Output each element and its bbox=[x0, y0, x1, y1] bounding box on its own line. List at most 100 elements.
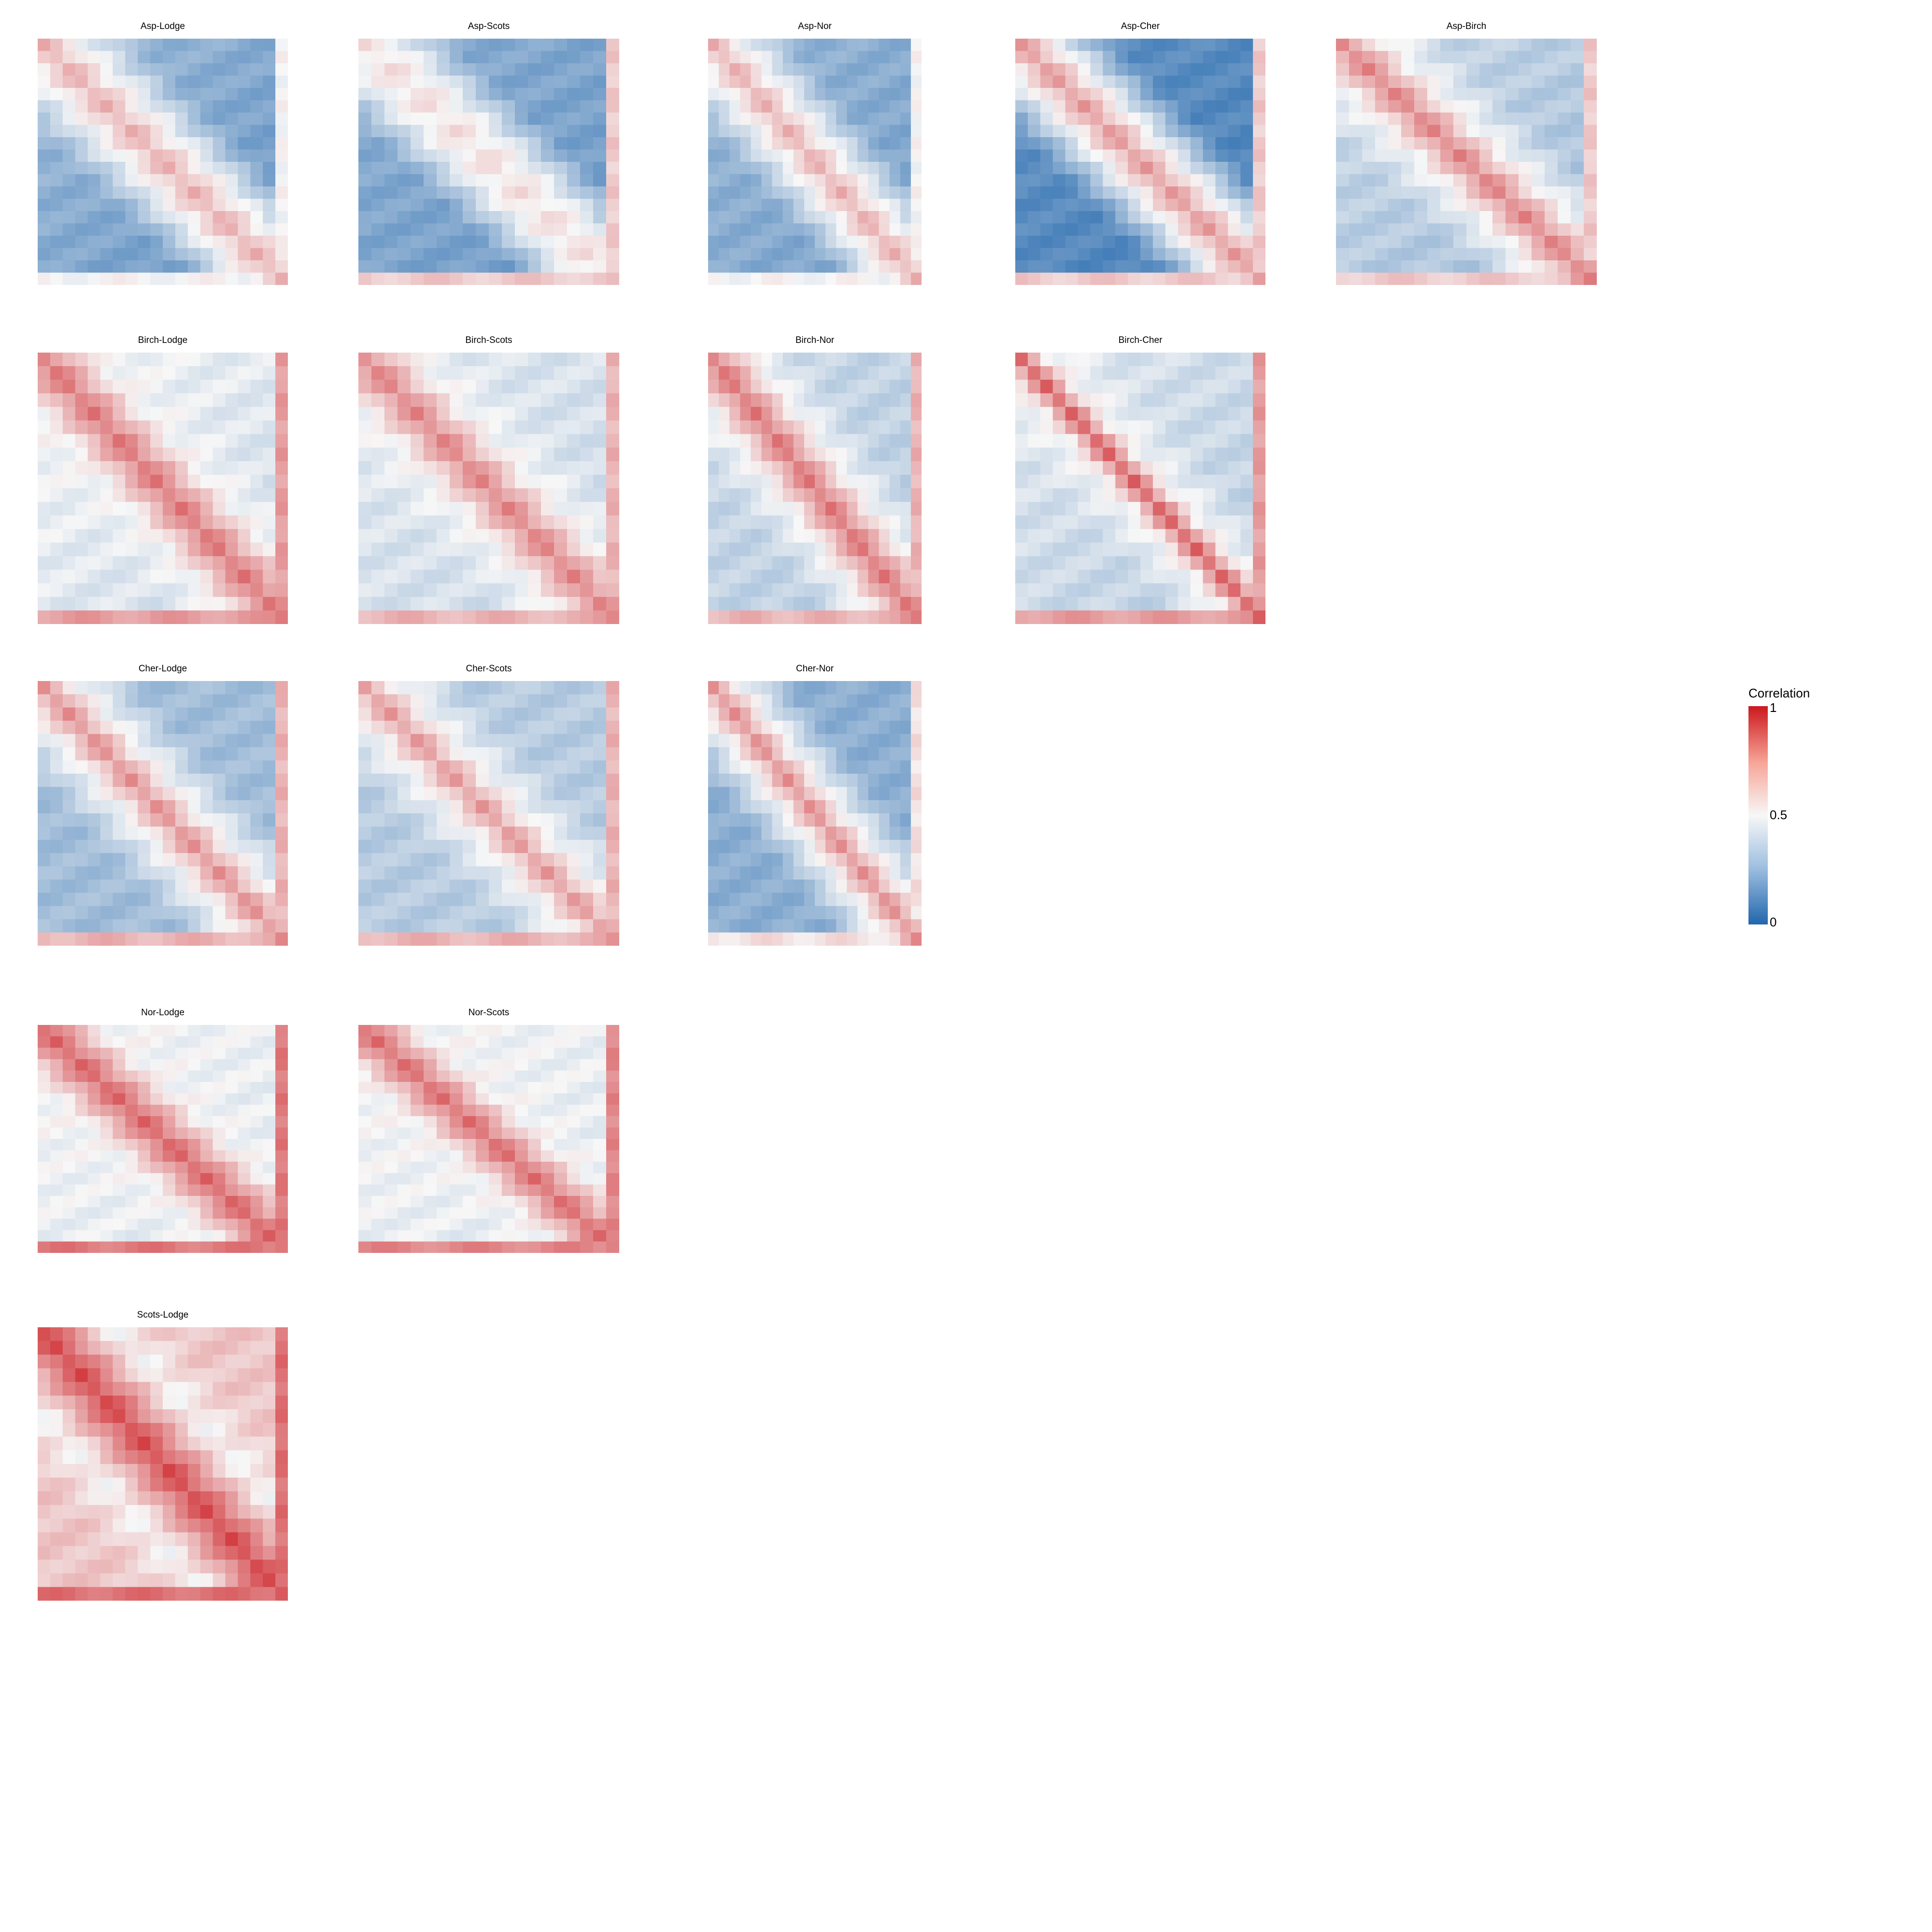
heatmap-cell bbox=[358, 236, 372, 249]
heatmap-cell bbox=[1203, 434, 1216, 448]
heatmap-cell bbox=[163, 681, 176, 695]
heatmap-cell bbox=[1336, 63, 1350, 76]
heatmap-cell bbox=[250, 1025, 263, 1037]
heatmap-cell bbox=[900, 272, 911, 285]
heatmap-cell bbox=[1492, 236, 1506, 249]
heatmap-cell bbox=[1015, 174, 1028, 187]
heatmap-cell bbox=[163, 63, 176, 76]
heatmap-cell bbox=[515, 826, 528, 840]
heatmap-cell bbox=[411, 734, 424, 748]
heatmap-cell bbox=[1078, 260, 1091, 273]
heatmap-cell bbox=[815, 149, 826, 162]
heatmap-cell bbox=[125, 760, 138, 774]
heatmap-cell bbox=[1240, 149, 1253, 162]
heatmap-cell bbox=[175, 474, 188, 489]
heatmap-cell bbox=[398, 488, 411, 502]
heatmap-cell bbox=[358, 75, 372, 88]
heatmap-cell bbox=[1027, 393, 1041, 407]
heatmap-cell bbox=[541, 694, 554, 708]
heatmap-cell bbox=[175, 407, 188, 421]
heatmap-cell bbox=[150, 137, 163, 150]
heatmap-cell bbox=[1414, 149, 1428, 162]
heatmap-cell bbox=[150, 583, 163, 597]
heatmap-cell bbox=[175, 353, 188, 367]
heatmap-cell bbox=[593, 434, 607, 448]
heatmap-cell bbox=[138, 760, 151, 774]
heatmap-cell bbox=[150, 88, 163, 101]
heatmap-cell bbox=[554, 149, 568, 162]
heatmap-cell bbox=[411, 461, 424, 475]
heatmap-cell bbox=[804, 583, 815, 597]
heatmap-cell bbox=[1078, 75, 1091, 88]
heatmap-cell bbox=[593, 583, 607, 597]
heatmap-cell bbox=[175, 694, 188, 708]
heatmap-cell bbox=[593, 787, 607, 801]
heatmap-cell bbox=[782, 773, 794, 787]
heatmap-cell bbox=[163, 597, 176, 611]
heatmap-cell bbox=[371, 707, 385, 721]
heatmap-cell bbox=[50, 137, 63, 150]
heatmap-cell bbox=[113, 393, 126, 407]
heatmap-cell bbox=[238, 380, 251, 394]
heatmap-cell bbox=[847, 583, 858, 597]
heatmap-cell bbox=[1253, 186, 1265, 199]
heatmap-cell bbox=[1440, 149, 1454, 162]
heatmap-cell bbox=[804, 853, 815, 867]
heatmap-cell bbox=[836, 583, 847, 597]
heatmap-cell bbox=[889, 542, 901, 557]
heatmap-cell bbox=[1532, 39, 1545, 52]
heatmap-cell bbox=[1015, 51, 1028, 64]
heatmap-cell bbox=[38, 461, 51, 475]
heatmap-cell bbox=[1571, 88, 1584, 101]
heatmap-cell bbox=[450, 113, 463, 126]
heatmap-cell bbox=[225, 1059, 238, 1071]
heatmap-cell bbox=[1165, 248, 1179, 261]
heatmap-cell bbox=[1453, 186, 1467, 199]
heatmap-cell bbox=[868, 583, 880, 597]
heatmap-cell bbox=[1128, 610, 1141, 624]
heatmap-cell bbox=[910, 760, 922, 774]
heatmap-cell bbox=[411, 681, 424, 695]
heatmap-cell bbox=[1152, 113, 1166, 126]
heatmap-cell bbox=[384, 393, 398, 407]
heatmap-cell bbox=[1128, 248, 1141, 261]
heatmap-cell bbox=[411, 149, 424, 162]
heatmap-cell bbox=[761, 125, 773, 138]
heatmap-cell bbox=[1090, 542, 1103, 557]
heatmap-cell bbox=[580, 51, 594, 64]
heatmap-cell bbox=[740, 211, 751, 224]
heatmap-cell bbox=[1103, 51, 1116, 64]
heatmap-cell bbox=[1015, 100, 1028, 113]
heatmap-cell bbox=[213, 906, 226, 920]
heatmap-cell bbox=[50, 681, 63, 695]
heatmap-cell bbox=[719, 529, 730, 543]
heatmap-cell bbox=[138, 260, 151, 273]
heatmap-cell bbox=[1453, 174, 1467, 187]
heatmap-cell bbox=[740, 434, 751, 448]
heatmap-cell bbox=[1015, 529, 1028, 543]
heatmap-cell bbox=[263, 393, 276, 407]
heatmap-cell bbox=[761, 529, 773, 543]
heatmap-cell bbox=[1065, 39, 1079, 52]
heatmap-cell bbox=[75, 773, 88, 787]
heatmap-cell bbox=[424, 813, 437, 827]
heatmap-cell bbox=[567, 174, 581, 187]
heatmap-cell bbox=[1414, 248, 1428, 261]
heatmap-cell bbox=[1090, 393, 1103, 407]
heatmap-cell bbox=[515, 529, 528, 543]
heatmap-cell bbox=[541, 707, 554, 721]
heatmap-cell bbox=[1178, 125, 1191, 138]
heatmap-cell bbox=[1103, 125, 1116, 138]
heatmap-cell bbox=[411, 893, 424, 907]
heatmap-cell bbox=[515, 919, 528, 933]
heatmap-cell bbox=[719, 880, 730, 893]
heatmap-cell bbox=[463, 515, 476, 529]
heatmap-cell bbox=[138, 125, 151, 138]
heatmap-cell bbox=[772, 474, 783, 489]
heatmap-cell bbox=[836, 199, 847, 212]
heatmap-cell bbox=[125, 447, 138, 462]
heatmap-cell bbox=[793, 199, 805, 212]
heatmap-cell bbox=[1165, 502, 1179, 516]
heatmap-cell bbox=[541, 542, 554, 557]
heatmap-cell bbox=[100, 773, 113, 787]
